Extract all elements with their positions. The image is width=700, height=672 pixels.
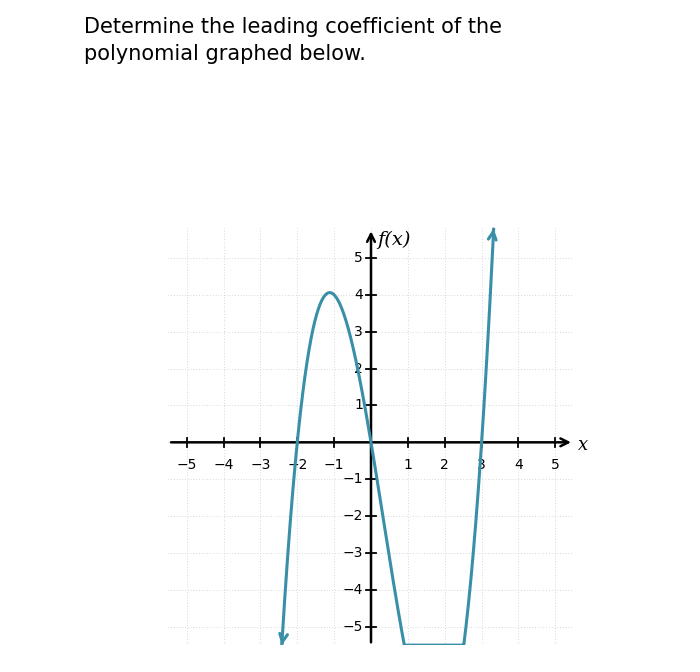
Text: −4: −4 bbox=[214, 458, 234, 472]
Text: −1: −1 bbox=[342, 472, 363, 487]
Text: 2: 2 bbox=[440, 458, 449, 472]
Text: 4: 4 bbox=[514, 458, 523, 472]
Text: 3: 3 bbox=[477, 458, 486, 472]
Text: −5: −5 bbox=[342, 620, 363, 634]
Text: 3: 3 bbox=[354, 325, 363, 339]
Text: polynomial graphed below.: polynomial graphed below. bbox=[84, 44, 366, 64]
Text: −4: −4 bbox=[342, 583, 363, 597]
Text: −3: −3 bbox=[342, 546, 363, 560]
Text: 5: 5 bbox=[354, 251, 363, 265]
Text: f(x): f(x) bbox=[377, 230, 411, 249]
Text: −5: −5 bbox=[176, 458, 197, 472]
Text: 5: 5 bbox=[551, 458, 560, 472]
Text: 1: 1 bbox=[354, 398, 363, 413]
Text: −1: −1 bbox=[324, 458, 344, 472]
Text: −2: −2 bbox=[342, 509, 363, 523]
Text: Determine the leading coefficient of the: Determine the leading coefficient of the bbox=[84, 17, 502, 37]
Text: −3: −3 bbox=[250, 458, 271, 472]
Text: 1: 1 bbox=[403, 458, 412, 472]
Text: 2: 2 bbox=[354, 362, 363, 376]
Text: x: x bbox=[578, 436, 588, 454]
Text: 4: 4 bbox=[354, 288, 363, 302]
Text: −2: −2 bbox=[287, 458, 307, 472]
